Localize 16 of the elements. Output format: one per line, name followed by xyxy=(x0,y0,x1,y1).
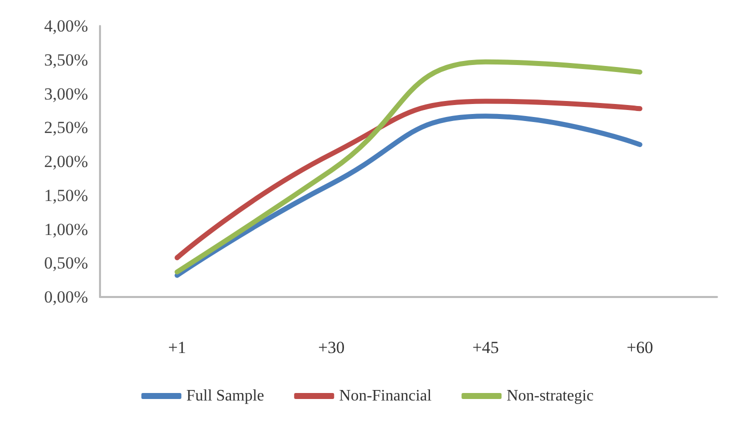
y-tick-label: 2,50% xyxy=(44,118,88,138)
y-tick-label: 3,50% xyxy=(44,50,88,70)
y-tick-label: 4,00% xyxy=(44,16,88,36)
x-tick-label: +45 xyxy=(472,338,499,357)
y-tick-label: 1,50% xyxy=(44,186,88,205)
y-tick-label: 2,00% xyxy=(44,152,88,171)
y-tick-label: 0,50% xyxy=(44,254,88,273)
y-tick-label: 3,00% xyxy=(44,84,88,104)
y-tick-label: 0,00% xyxy=(44,288,88,306)
y-tick-label: 1,00% xyxy=(44,220,88,239)
x-tick-label: +30 xyxy=(318,338,345,357)
legend-label: Non-Financial xyxy=(339,388,432,404)
legend-label: Non-strategic xyxy=(506,388,594,404)
x-tick-label: +1 xyxy=(168,338,186,357)
x-tick-label: +60 xyxy=(626,338,654,357)
legend-label: Full Sample xyxy=(186,388,264,404)
